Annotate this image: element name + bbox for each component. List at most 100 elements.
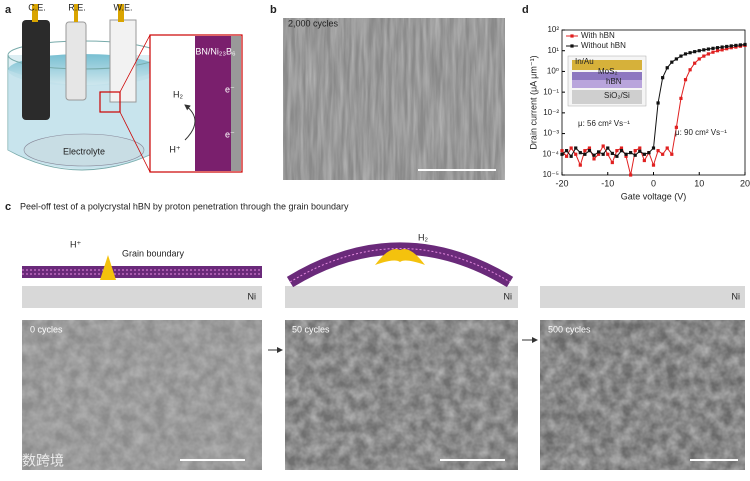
data-point (569, 154, 573, 158)
y-tick-label: 10⁻⁴ (542, 149, 559, 158)
annotation: μ: 90 cm² Vs⁻¹ (675, 128, 727, 137)
data-point (619, 146, 624, 150)
data-point (624, 152, 628, 156)
electron-label: e⁻ (225, 129, 235, 139)
y-tick-label: 10⁻² (543, 108, 559, 117)
data-point (734, 45, 738, 49)
data-point (693, 61, 697, 65)
data-point (601, 144, 605, 148)
data-point (697, 57, 701, 61)
y-tick-label: 10² (547, 25, 559, 34)
y-tick-label: 10¹ (547, 46, 559, 55)
data-point (578, 163, 582, 167)
data-point (606, 152, 610, 156)
watermark: 大数跨境 (8, 453, 64, 469)
data-point (738, 43, 743, 47)
material-label: hBN/Ni₂₃B₆ (190, 46, 236, 56)
sem-texture (540, 320, 745, 470)
data-point (683, 78, 688, 82)
data-point (619, 149, 624, 153)
data-point (564, 149, 569, 153)
legend-marker (570, 34, 574, 38)
data-point (661, 76, 665, 80)
data-point (615, 149, 619, 153)
electrolyte-label: Electrolyte (63, 146, 105, 156)
data-point (651, 163, 656, 167)
data-point (629, 173, 633, 177)
data-point (560, 152, 564, 156)
data-point (697, 49, 701, 53)
data-point (693, 50, 697, 54)
data-point (702, 48, 706, 52)
data-point (670, 152, 674, 156)
annotation: μ: 56 cm² Vs⁻¹ (578, 119, 630, 128)
data-point (638, 149, 642, 153)
legend-label: With hBN (581, 31, 615, 40)
data-point (592, 153, 596, 157)
inset-label: SiO₂/Si (604, 91, 630, 100)
data-point (610, 160, 614, 165)
legend-marker (570, 44, 574, 48)
substrate-label: Ni (248, 291, 257, 301)
data-point (601, 152, 605, 156)
data-point (587, 149, 592, 153)
x-tick-label: -10 (601, 178, 614, 188)
chart: 10² 10¹ 10⁰ 10⁻¹ 10⁻² 10⁻³ 10⁻⁴ 10⁻⁵-20 -10 0 10 20… (528, 25, 750, 201)
inset-label: In/Au (575, 57, 594, 66)
data-point (651, 146, 656, 150)
data-point (574, 152, 578, 156)
image-caption: 50 cycles (292, 324, 330, 334)
proton-label: H⁺ (70, 239, 81, 249)
inset-label: hBN (606, 77, 622, 86)
data-point (725, 44, 729, 49)
data-point (711, 50, 715, 54)
x-tick-label: 10 (694, 178, 704, 188)
data-point (615, 154, 619, 158)
data-point (670, 60, 674, 64)
data-point (574, 146, 578, 150)
panel-label: b (270, 4, 277, 16)
data-point (656, 101, 660, 105)
data-point (715, 46, 720, 50)
electrode-label: C.E. (28, 2, 46, 12)
legend-label: Without hBN (581, 41, 626, 50)
data-point (743, 42, 747, 47)
data-point (702, 54, 706, 58)
y-tick-label: 10⁻⁵ (543, 170, 559, 179)
data-point (642, 152, 646, 156)
x-tick-label: 20 (740, 178, 750, 188)
data-point (665, 146, 669, 150)
electrode-label: W.E. (113, 2, 132, 12)
data-point (679, 96, 683, 100)
data-point (706, 47, 710, 51)
data-point (564, 154, 569, 158)
y-tick-label: 10⁻¹ (543, 87, 559, 96)
data-point (560, 149, 564, 153)
electron-label: e⁻ (225, 84, 235, 94)
data-point (679, 54, 683, 58)
substrate-label: Ni (504, 291, 513, 301)
data-point (720, 45, 724, 49)
data-point (711, 46, 715, 50)
sem-texture (283, 18, 505, 180)
data-point (720, 48, 724, 52)
data-point (647, 151, 651, 155)
data-point (642, 158, 646, 163)
data-point (706, 52, 710, 56)
inset-layer (572, 80, 642, 88)
data-point (578, 151, 582, 155)
proton-label: H⁺ (169, 144, 180, 154)
data-point (688, 68, 692, 72)
data-point (683, 52, 688, 56)
substrate-label: Ni (732, 291, 741, 301)
data-point (715, 49, 720, 53)
inset-label: MoS₂ (598, 67, 618, 76)
x-tick-label: -20 (555, 178, 568, 188)
data-point (656, 149, 660, 153)
inset-layer (572, 90, 642, 104)
data-point (629, 151, 633, 155)
data-point (633, 149, 637, 153)
grain-boundary-label: Grain boundary (122, 248, 185, 258)
data-point (661, 152, 665, 156)
